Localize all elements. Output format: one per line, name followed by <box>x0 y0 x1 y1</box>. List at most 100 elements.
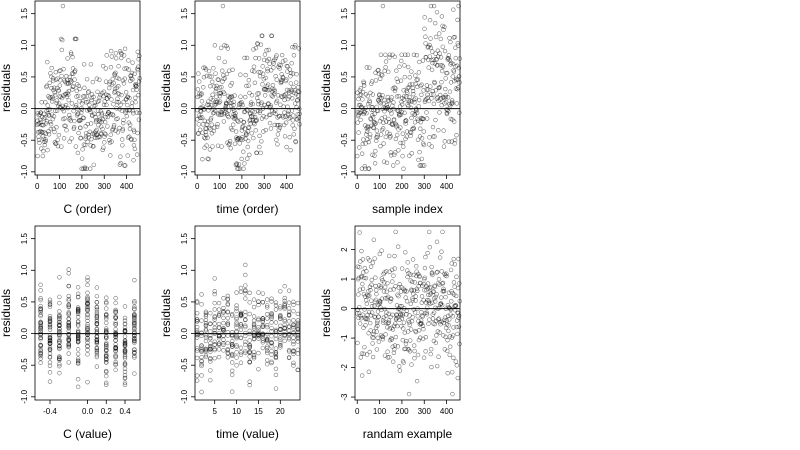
data-point <box>103 66 109 71</box>
data-point <box>451 69 457 74</box>
x-tick-label: 300 <box>418 182 432 191</box>
data-point <box>416 104 421 109</box>
data-point <box>113 331 118 337</box>
data-point <box>243 313 248 318</box>
data-point <box>237 166 243 171</box>
data-point <box>261 114 266 119</box>
data-point <box>94 127 99 133</box>
data-point <box>372 161 378 166</box>
data-point <box>239 125 245 130</box>
data-point <box>206 156 211 162</box>
data-point <box>433 299 438 304</box>
data-point <box>253 128 258 133</box>
data-point <box>212 321 217 326</box>
data-point <box>278 289 283 294</box>
y-tick-label: 1.0 <box>20 39 29 51</box>
data-point <box>36 137 42 143</box>
data-point <box>207 74 212 79</box>
data-point <box>361 275 367 281</box>
data-point <box>433 20 438 26</box>
y-tick-label: 1.0 <box>180 264 189 276</box>
data-point <box>234 325 239 330</box>
data-point <box>443 334 448 340</box>
data-point <box>394 303 400 308</box>
data-point <box>388 150 393 155</box>
data-point <box>448 39 453 45</box>
data-point <box>291 341 296 347</box>
data-point <box>260 319 266 324</box>
data-point <box>391 117 397 122</box>
data-point <box>66 324 71 330</box>
data-point <box>384 103 389 108</box>
data-point <box>424 312 430 317</box>
data-point <box>66 336 71 342</box>
y-tick-label: 0.5 <box>180 71 189 83</box>
data-point <box>242 161 247 166</box>
data-point <box>220 3 226 9</box>
data-point <box>205 135 210 140</box>
data-point <box>372 153 377 158</box>
data-point <box>230 67 235 73</box>
data-point <box>421 326 426 332</box>
data-point <box>107 137 112 143</box>
data-point <box>210 92 215 97</box>
data-point <box>111 123 117 128</box>
data-point <box>104 345 109 350</box>
panel-1: 0 100 200 300 400-1.0-0.50.00.51.01.5C (orde… <box>0 0 142 216</box>
data-point <box>265 82 271 87</box>
data-point <box>88 109 93 114</box>
data-point <box>222 91 227 96</box>
data-point <box>54 125 59 130</box>
data-point <box>422 99 428 104</box>
data-point <box>254 95 260 101</box>
data-point <box>256 334 261 339</box>
data-point <box>385 355 391 360</box>
data-point <box>215 143 221 148</box>
data-point <box>405 260 410 265</box>
data-point <box>442 139 448 144</box>
data-point <box>367 98 372 104</box>
data-point <box>366 166 372 171</box>
data-point <box>79 156 85 161</box>
data-point <box>268 105 273 110</box>
data-point <box>66 304 71 310</box>
x-tick-label: 10 <box>232 407 241 416</box>
data-point <box>256 69 261 75</box>
data-point <box>372 303 377 309</box>
data-point <box>208 349 213 354</box>
data-point <box>208 329 213 334</box>
data-point <box>355 90 360 95</box>
data-point <box>134 110 140 115</box>
data-point <box>38 308 43 313</box>
data-point <box>222 43 227 48</box>
data-point <box>121 117 126 123</box>
data-point <box>40 134 46 139</box>
data-point <box>247 152 252 157</box>
data-point <box>217 85 222 90</box>
data-point <box>376 98 381 103</box>
data-point <box>269 359 274 365</box>
data-point <box>210 144 215 149</box>
data-point <box>75 384 81 390</box>
data-point <box>221 320 226 326</box>
data-point <box>236 166 241 171</box>
data-point <box>104 335 109 341</box>
data-point <box>234 322 239 327</box>
data-point <box>434 333 439 338</box>
data-point <box>79 107 85 113</box>
data-point <box>374 320 380 326</box>
data-point <box>199 359 204 364</box>
data-point <box>113 362 118 368</box>
data-point <box>359 248 364 254</box>
data-point <box>51 78 56 83</box>
data-point <box>269 340 274 345</box>
data-point <box>229 352 235 358</box>
data-point <box>436 85 442 90</box>
data-point <box>369 79 375 84</box>
data-point <box>422 265 428 271</box>
data-point <box>414 264 419 269</box>
data-point <box>234 335 239 341</box>
y-tick-label: 1.5 <box>20 233 29 245</box>
data-point <box>122 66 127 71</box>
data-point <box>50 96 55 102</box>
